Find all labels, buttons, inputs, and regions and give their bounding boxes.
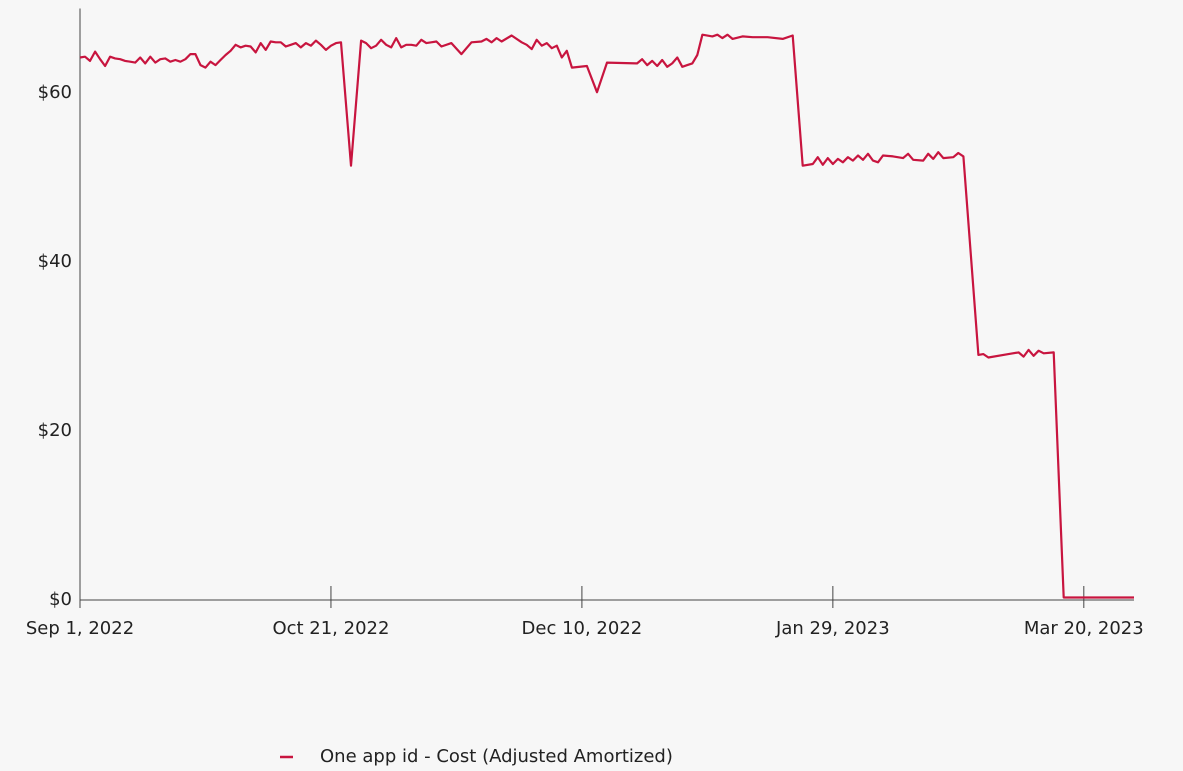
y-tick-label: $40	[38, 251, 72, 272]
y-tick-label: $0	[49, 589, 72, 610]
x-tick-label: Mar 20, 2023	[1024, 618, 1144, 639]
x-tick-label: Dec 10, 2022	[522, 618, 643, 639]
y-tick-label: $20	[38, 420, 72, 441]
legend-label: One app id - Cost (Adjusted Amortized)	[320, 746, 673, 767]
x-tick-label: Oct 21, 2022	[272, 618, 389, 639]
x-tick-label: Sep 1, 2022	[26, 618, 134, 639]
x-tick-label: Jan 29, 2023	[775, 618, 890, 639]
y-tick-label: $60	[38, 82, 72, 103]
data-line	[79, 33, 1134, 599]
